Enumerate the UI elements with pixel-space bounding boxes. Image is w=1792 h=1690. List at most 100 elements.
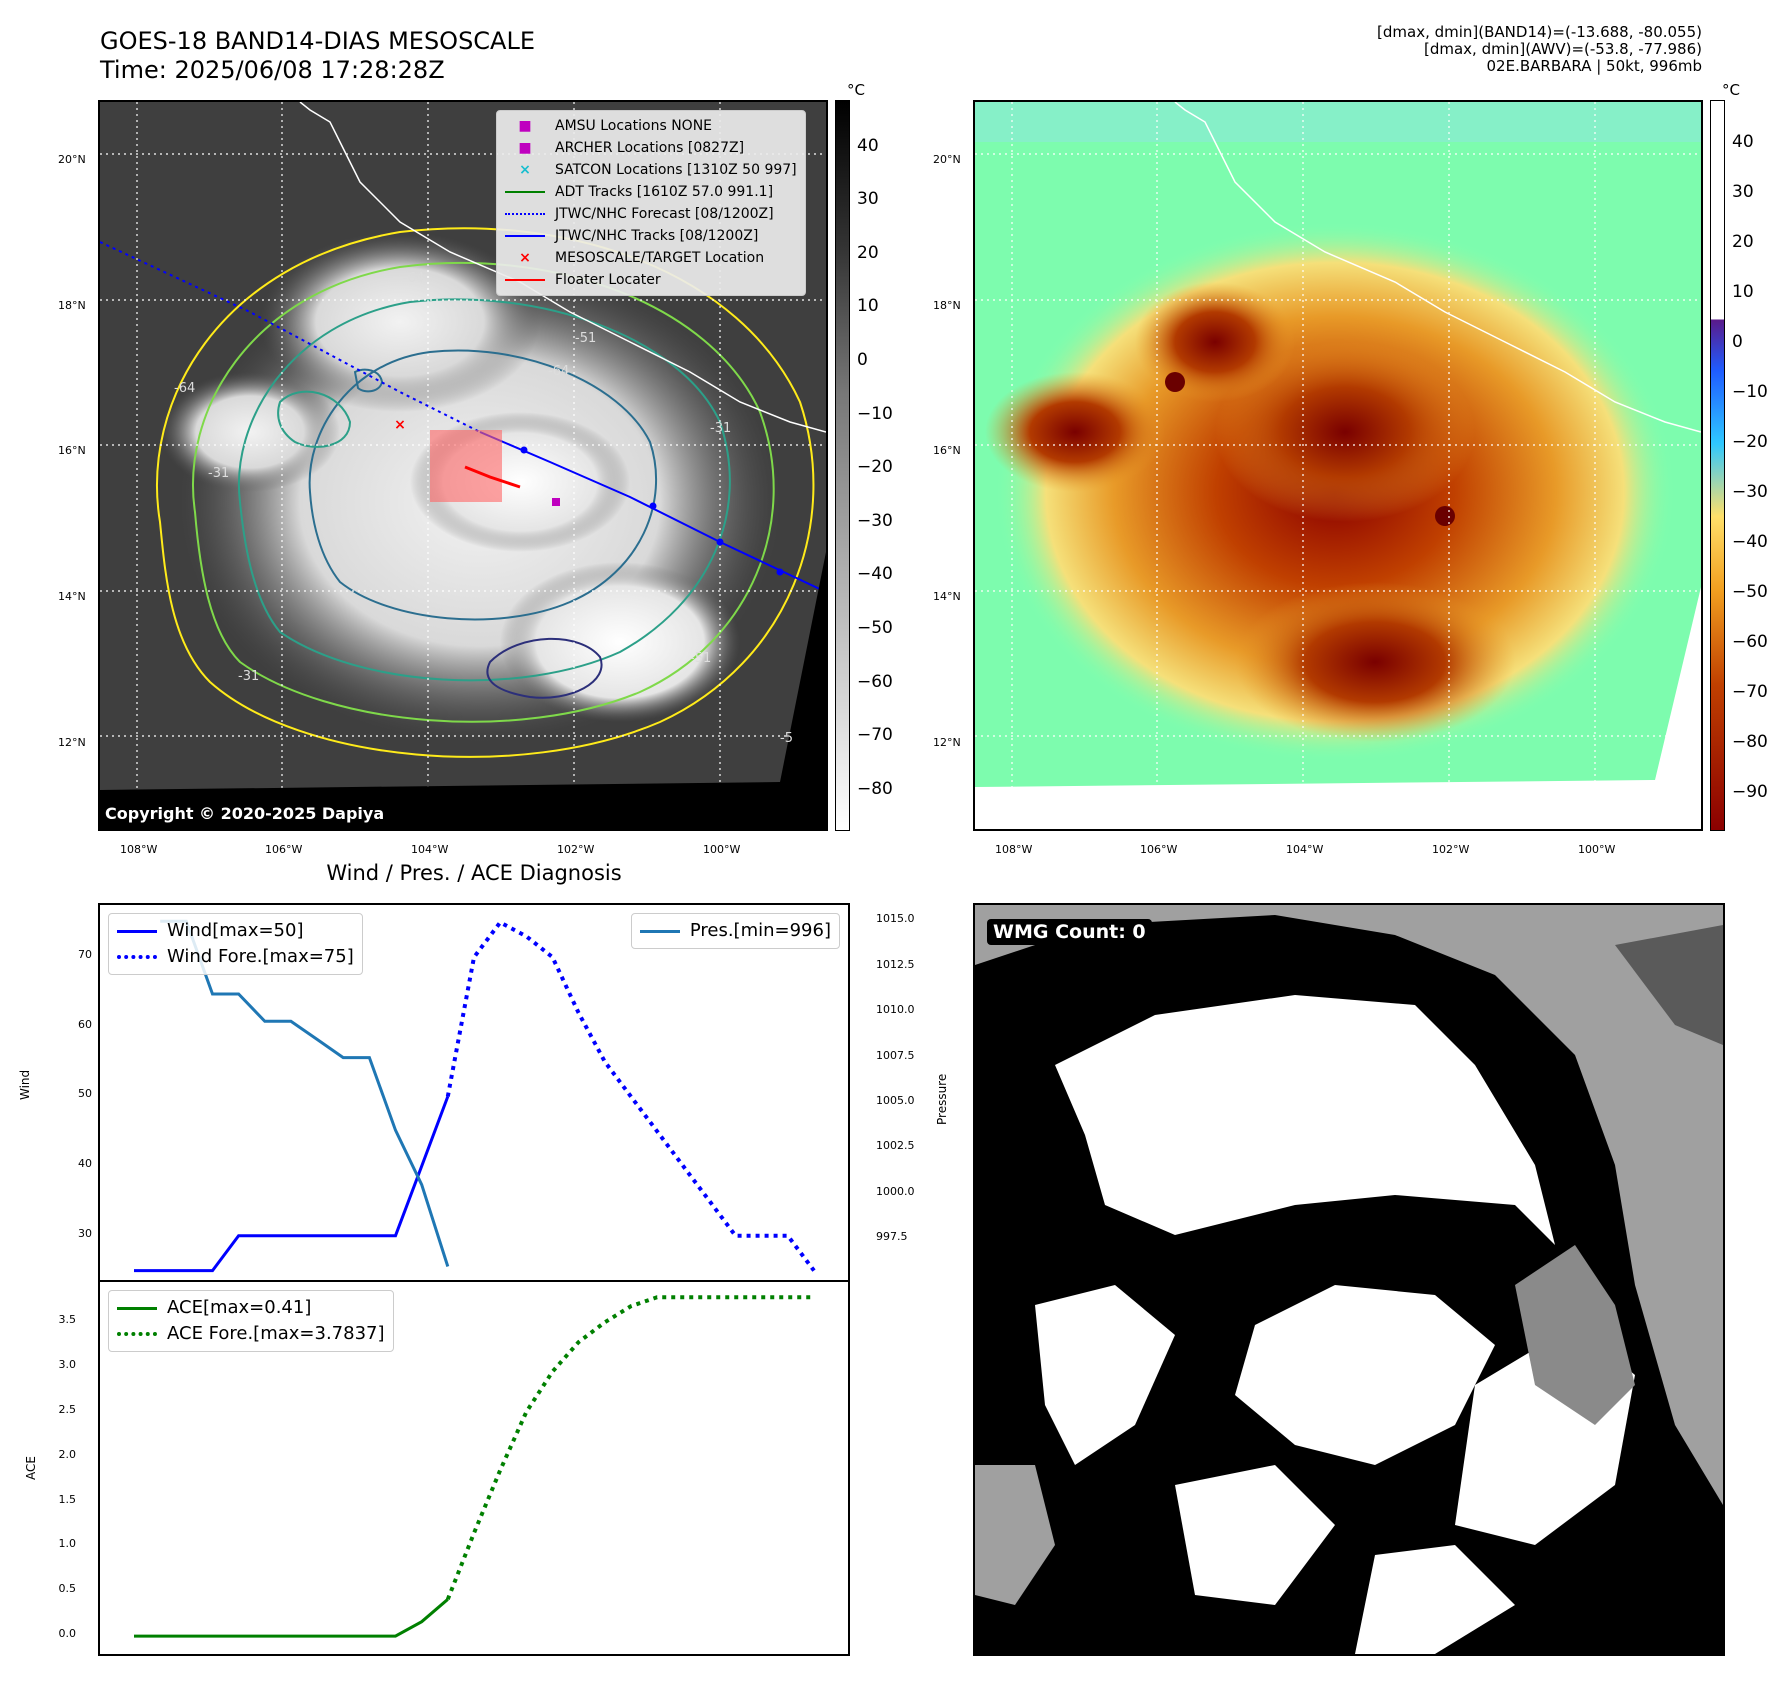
pressure-ylabel: Pressure: [935, 1073, 949, 1125]
y-tick-label: 1010.0: [876, 1003, 915, 1017]
figure-title: GOES-18 BAND14-DIAS MESOSCALE: [100, 27, 536, 55]
colorbar-tick-label: 10: [1732, 282, 1754, 303]
ir-lat-tick: 18°N: [58, 299, 86, 312]
ir-lat-tick: 12°N: [58, 736, 86, 749]
header-notes: [dmax, dmin](BAND14)=(-13.688, -80.055) …: [1377, 24, 1702, 75]
colorbar-tick-label: 40: [1732, 132, 1754, 153]
y-tick-label: 1002.5: [876, 1139, 915, 1153]
colorbar-tick-label: −60: [1732, 631, 1768, 652]
contour-label: -51: [690, 651, 711, 666]
contour-label: -31: [238, 669, 259, 684]
y-tick-label: 997.5: [876, 1230, 908, 1244]
colorbar-tick-label: 30: [857, 189, 879, 210]
ir-lon-tick: 108°W: [120, 843, 158, 856]
awv-lat-tick: 20°N: [933, 153, 961, 166]
y-tick-label: 70: [78, 948, 92, 962]
legend-wind: Wind[max=50]: [117, 918, 354, 944]
colorbar-tick-label: −10: [1732, 382, 1768, 403]
legend-adt: ADT Tracks [1610Z 57.0 991.1]: [505, 181, 797, 203]
colorbar-tick-label: 20: [1732, 232, 1754, 253]
legend-tracks: JTWC/NHC Tracks [08/1200Z]: [505, 225, 797, 247]
colorbar-tick-label: 0: [1732, 332, 1743, 353]
ir-lon-tick: 106°W: [265, 843, 303, 856]
y-tick-label: 3.0: [58, 1358, 77, 1372]
colorbar-tick-label: −40: [1732, 531, 1768, 552]
y-tick-label: 1005.0: [876, 1093, 915, 1107]
awv-cbar-unit: °C: [1722, 81, 1740, 99]
y-tick-label: 30: [78, 1226, 92, 1240]
y-tick-label: 50: [78, 1087, 92, 1101]
legend-pressure: Pres.[min=996]: [639, 918, 831, 944]
colorbar-tick-label: −70: [1732, 681, 1768, 702]
wind-pressure-plot: [133, 919, 816, 1273]
colorbar-tick-label: 40: [857, 135, 879, 156]
ir-colorbar: [835, 100, 850, 831]
series-line-0: [134, 1598, 449, 1638]
wind-legend: Wind[max=50] Wind Fore.[max=75]: [108, 913, 363, 975]
contour-label: -31: [208, 466, 229, 481]
contour-label: -51: [575, 331, 596, 346]
y-tick-label: 40: [78, 1157, 92, 1171]
y-tick-label: 1015.0: [876, 912, 915, 926]
colorbar-tick-label: −80: [857, 778, 893, 799]
contour-label: -5: [780, 731, 793, 746]
awv-map-panel: [973, 100, 1703, 831]
ir-map-panel: × -64 -64 -64 -31 -31 -31 -51 -51 -5 ■ AM…: [98, 100, 828, 831]
contour-label: -64: [403, 271, 424, 286]
y-tick-label: 1.0: [58, 1537, 77, 1551]
colorbar-tick-label: −30: [857, 510, 893, 531]
series-line-0: [134, 1095, 450, 1273]
ir-lon-tick: 102°W: [557, 843, 595, 856]
y-tick-label: 1.5: [58, 1492, 77, 1506]
legend-ace-forecast: ACE Fore.[max=3.7837]: [117, 1321, 385, 1347]
ace-legend: ACE[max=0.41] ACE Fore.[max=3.7837]: [108, 1290, 394, 1352]
ir-lon-tick: 100°W: [703, 843, 741, 856]
ace-panel: ACE[max=0.41] ACE Fore.[max=3.7837]: [98, 1280, 850, 1656]
ir-lat-tick: 16°N: [58, 444, 86, 457]
colorbar-tick-label: 10: [857, 296, 879, 317]
wmg-image: [975, 905, 1723, 1654]
archer-location-marker: [552, 498, 560, 506]
ir-lon-tick: 104°W: [411, 843, 449, 856]
awv-lat-tick: 12°N: [933, 736, 961, 749]
awv-lon-tick: 106°W: [1140, 843, 1178, 856]
colorbar-tick-label: −50: [857, 617, 893, 638]
colorbar-tick-label: −90: [1732, 781, 1768, 802]
legend-floater: Floater Locater: [505, 269, 797, 291]
y-tick-label: 1000.0: [876, 1184, 915, 1198]
awv-lat-tick: 16°N: [933, 444, 961, 457]
colorbar-tick-label: −80: [1732, 731, 1768, 752]
colorbar-tick-label: −60: [857, 671, 893, 692]
ace-plot: [133, 1295, 815, 1638]
wmg-panel: WMG Count: 0: [973, 903, 1725, 1656]
ir-cbar-unit: °C: [847, 81, 865, 99]
legend-archer: ■ ARCHER Locations [0827Z]: [518, 140, 745, 156]
awv-lon-tick: 102°W: [1432, 843, 1470, 856]
y-tick-label: 60: [78, 1017, 92, 1031]
y-tick-label: 0.0: [58, 1627, 77, 1641]
legend-forecast: JTWC/NHC Forecast [08/1200Z]: [505, 203, 797, 225]
colorbar-tick-label: −20: [1732, 432, 1768, 453]
series-line-2: [160, 919, 450, 1267]
series-line-1: [445, 1295, 814, 1601]
wmg-count-label: WMG Count: 0: [987, 919, 1152, 945]
y-tick-label: 3.5: [58, 1313, 77, 1327]
wind-ylabel: Wind: [18, 1069, 32, 1100]
ace-ylabel: ACE: [24, 1456, 38, 1480]
legend-amsu: ■ AMSU Locations NONE: [518, 118, 713, 134]
colorbar-tick-label: −70: [857, 725, 893, 746]
colorbar-tick-label: −40: [857, 564, 893, 585]
figure-time: Time: 2025/06/08 17:28:28Z: [100, 56, 445, 84]
diag-title: Wind / Pres. / ACE Diagnosis: [326, 861, 622, 885]
legend-ace: ACE[max=0.41]: [117, 1295, 385, 1321]
contour-label: -64: [174, 381, 195, 396]
awv-lon-tick: 104°W: [1286, 843, 1324, 856]
mesoscale-target-marker: ×: [394, 417, 406, 433]
colorbar-tick-label: −50: [1732, 581, 1768, 602]
storm-info-text: 02E.BARBARA | 50kt, 996mb: [1486, 57, 1702, 75]
contour-label: -31: [710, 421, 731, 436]
colorbar-tick-label: 20: [857, 242, 879, 263]
ir-lat-tick: 20°N: [58, 153, 86, 166]
colorbar-tick-label: −30: [1732, 481, 1768, 502]
ir-map-legend: ■ AMSU Locations NONE ■ ARCHER Locations […: [496, 110, 806, 296]
